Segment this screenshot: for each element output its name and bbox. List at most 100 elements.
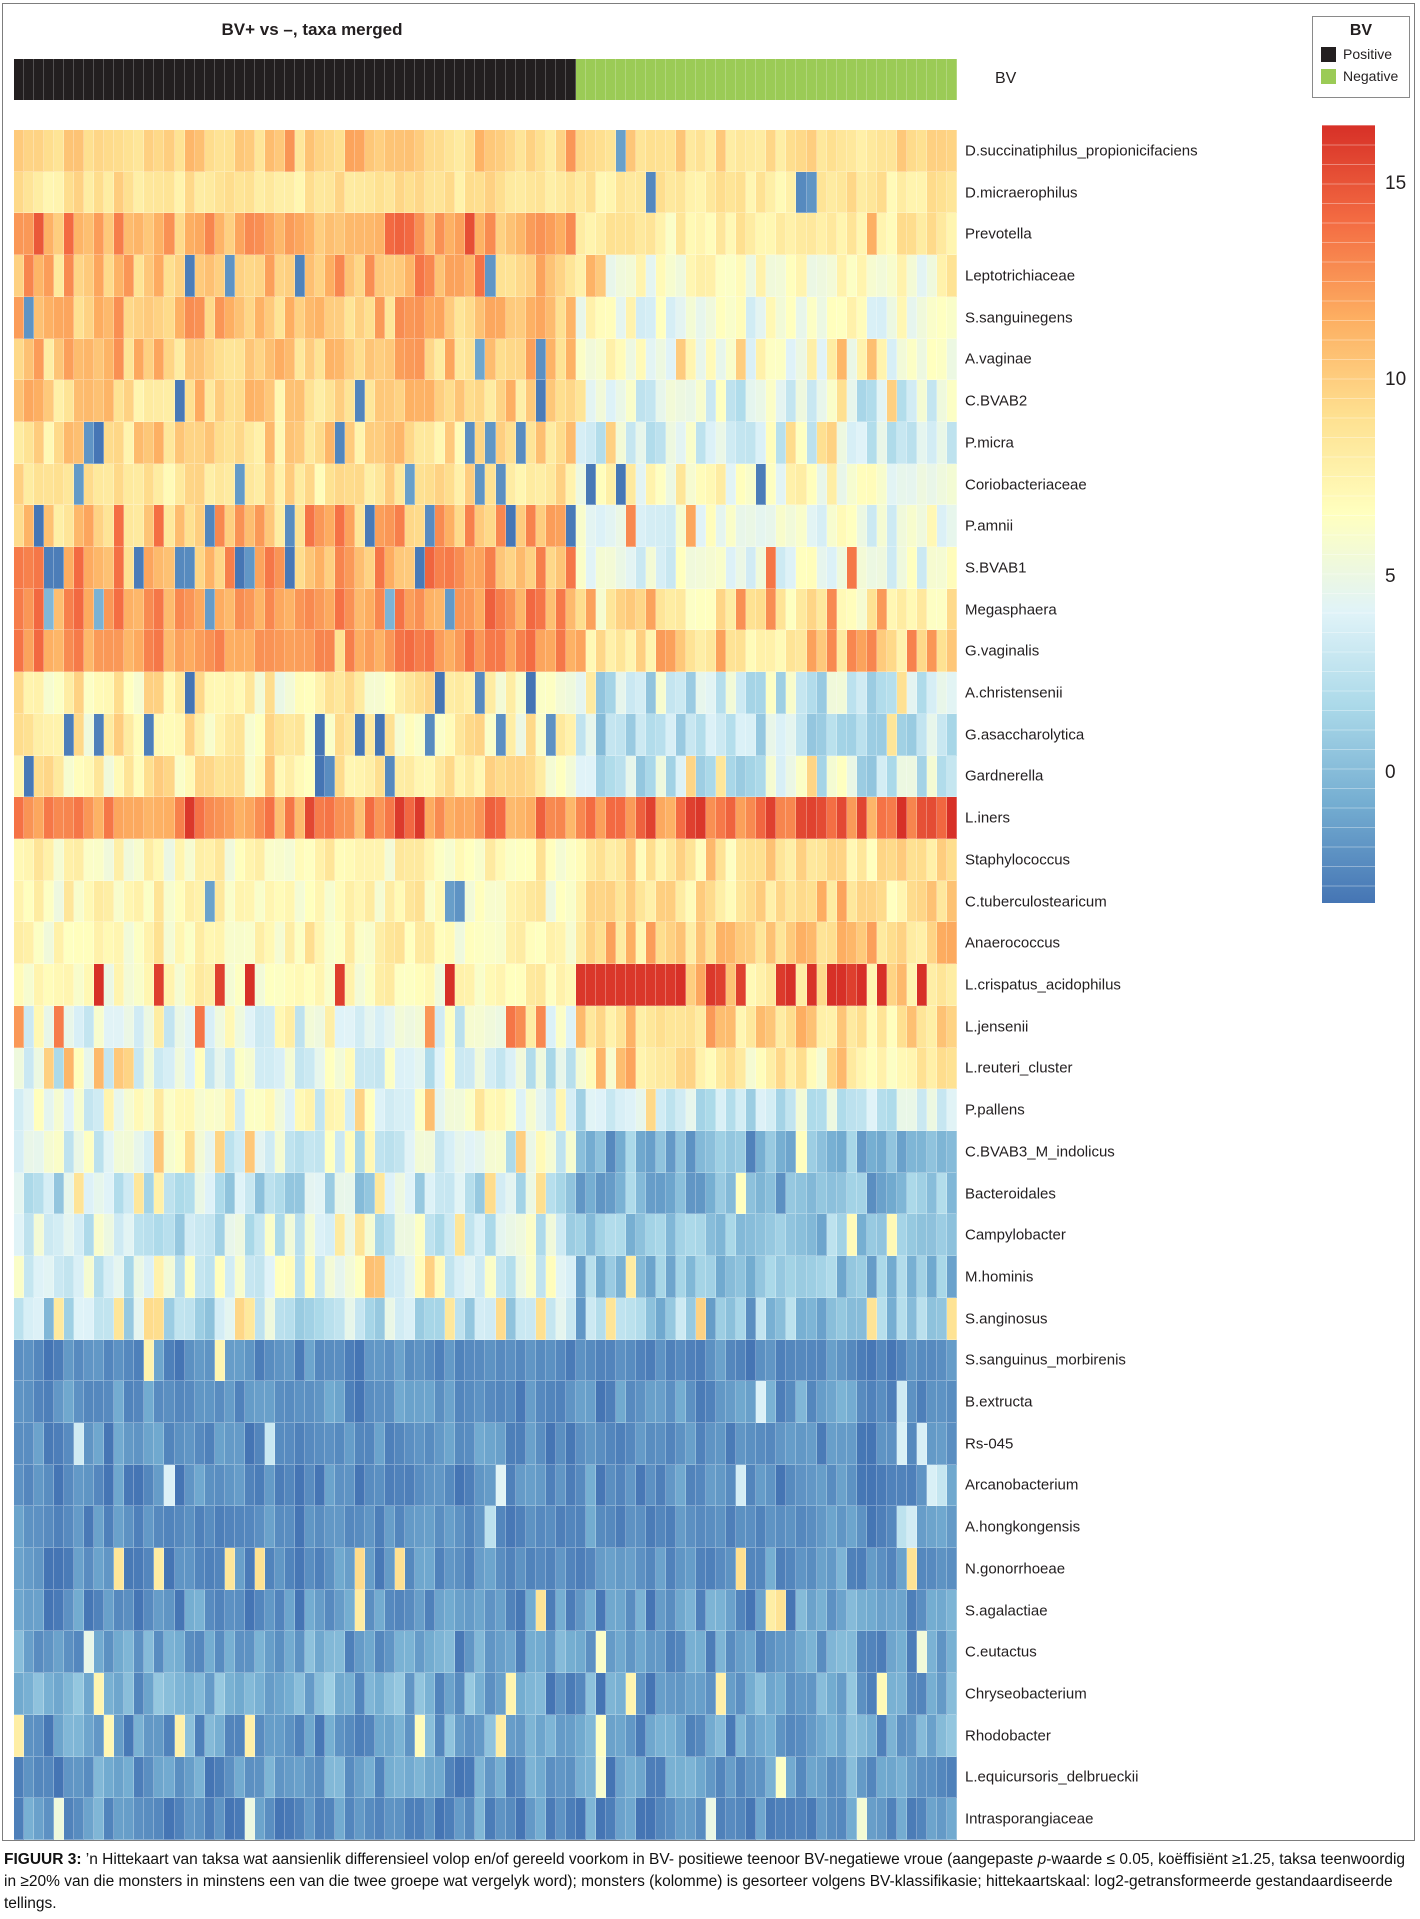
heatmap-cell — [365, 1506, 376, 1549]
heatmap-cell — [615, 1798, 626, 1840]
heatmap-cell — [184, 1256, 195, 1298]
heatmap-cell — [816, 1506, 827, 1549]
heatmap-cell — [174, 1297, 185, 1340]
heatmap-cell — [284, 296, 295, 339]
heatmap-cell — [826, 839, 837, 881]
heatmap-cell — [916, 1631, 927, 1674]
heatmap-cell — [44, 255, 55, 297]
heatmap-cell — [324, 839, 336, 881]
heatmap-cell — [184, 505, 195, 548]
annotation-cell-negative — [796, 59, 807, 100]
heatmap-cell — [465, 1798, 476, 1840]
heatmap-cell — [525, 463, 536, 506]
heatmap-cell — [936, 1381, 947, 1423]
heatmap-cell — [405, 672, 416, 714]
heatmap-cell — [716, 630, 727, 673]
annotation-cell-positive — [94, 59, 105, 100]
heatmap-cell — [485, 296, 496, 339]
heatmap-cell — [756, 1047, 767, 1090]
heatmap-cell — [405, 1714, 416, 1757]
heatmap-cell — [144, 588, 155, 631]
heatmap-cell — [194, 630, 205, 673]
heatmap-cell — [224, 380, 235, 422]
heatmap-cell — [906, 1047, 917, 1090]
heatmap-cell — [555, 588, 566, 631]
heatmap-cell — [585, 1297, 596, 1340]
heatmap-cell — [575, 1047, 586, 1090]
heatmap-cell — [385, 1673, 396, 1715]
heatmap-cell — [355, 338, 366, 381]
heatmap-cell — [355, 1089, 366, 1131]
heatmap-cell — [264, 338, 275, 381]
heatmap-cell — [74, 588, 85, 631]
heatmap-cell — [465, 1673, 476, 1715]
heatmap-cell — [525, 1714, 536, 1757]
heatmap-cell — [575, 1172, 586, 1215]
heatmap-cell — [535, 1464, 546, 1507]
heatmap-cell — [736, 1714, 747, 1757]
heatmap-cell — [435, 1047, 446, 1090]
heatmap-cell — [826, 1756, 837, 1799]
heatmap-cell — [946, 1089, 957, 1131]
heatmap-cell — [575, 1798, 586, 1840]
heatmap-cell — [224, 964, 235, 1006]
annotation-cell-negative — [716, 59, 727, 100]
heatmap-cell — [64, 1214, 75, 1257]
heatmap-cell — [274, 755, 285, 798]
heatmap-cell — [876, 839, 887, 881]
heatmap-cell — [314, 672, 325, 714]
heatmap-cell — [64, 171, 75, 214]
heatmap-cell — [826, 1631, 837, 1674]
annotation-cell-negative — [896, 59, 907, 100]
heatmap-cell — [415, 839, 426, 881]
heatmap-cell — [244, 672, 255, 714]
heatmap-cell — [335, 338, 346, 381]
heatmap-cell — [415, 672, 426, 714]
heatmap-cell — [335, 1130, 346, 1173]
heatmap-cell — [174, 1506, 185, 1549]
heatmap-cell — [264, 1548, 275, 1590]
heatmap-cell — [595, 1506, 606, 1549]
heatmap-cell — [164, 130, 175, 172]
heatmap-cell — [54, 1214, 65, 1257]
heatmap-cell — [585, 1214, 596, 1257]
heatmap-cell — [345, 1214, 356, 1257]
heatmap-cell — [555, 171, 566, 214]
heatmap-cell — [716, 130, 727, 172]
heatmap-cell — [625, 672, 636, 714]
heatmap-cell — [174, 922, 185, 965]
heatmap-cell — [876, 1047, 887, 1090]
heatmap-cell — [485, 1339, 496, 1382]
heatmap-cell — [726, 672, 737, 714]
heatmap-cell — [786, 880, 797, 923]
heatmap-cell — [615, 1589, 626, 1632]
heatmap-cell — [906, 839, 917, 881]
heatmap-cell — [174, 672, 185, 714]
heatmap-cell — [666, 1589, 677, 1632]
heatmap-cell — [375, 1005, 386, 1048]
heatmap-cell — [34, 1464, 45, 1507]
heatmap-cell — [84, 755, 95, 798]
heatmap-cell — [585, 1089, 596, 1131]
heatmap-cell — [134, 880, 145, 923]
heatmap-cell — [64, 1506, 75, 1549]
heatmap-cell — [595, 171, 606, 214]
heatmap-cell — [726, 463, 737, 506]
heatmap-cell — [796, 1631, 807, 1674]
heatmap-cell — [716, 380, 727, 422]
heatmap-cell — [876, 1256, 887, 1298]
heatmap-cell — [114, 1506, 125, 1549]
heatmap-cell — [475, 1506, 486, 1549]
heatmap-cell — [896, 1631, 907, 1674]
heatmap-cell — [254, 505, 265, 548]
heatmap-cell — [896, 1506, 907, 1549]
heatmap-cell — [896, 839, 907, 881]
heatmap-cell — [194, 296, 205, 339]
heatmap-cell — [244, 1130, 255, 1173]
heatmap-cell — [174, 171, 185, 214]
heatmap-cell — [184, 213, 195, 256]
heatmap-cell — [345, 171, 356, 214]
heatmap-cell — [154, 130, 165, 172]
heatmap-cell — [936, 171, 947, 214]
heatmap-cell — [485, 1464, 496, 1507]
